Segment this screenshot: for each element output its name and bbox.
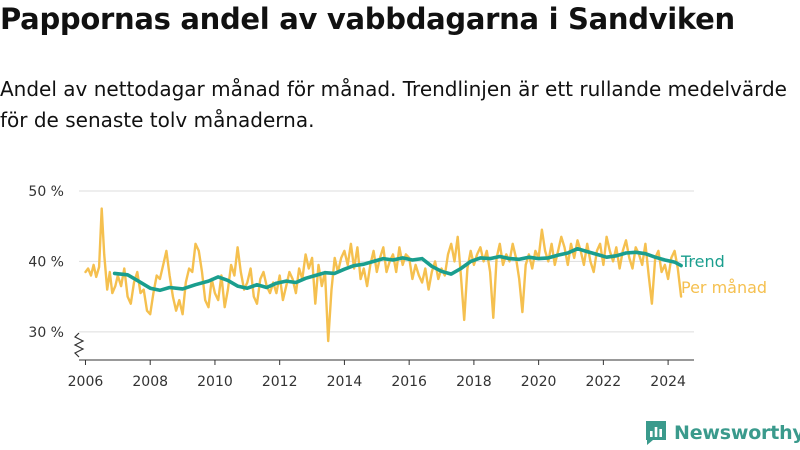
x-axis-tick-labels: 2006 2008 2010 2012 2014 2016 2018 2020 2022 2024: [68, 360, 686, 390]
page-subtitle: Andel av nettodagar månad för månad. Tre…: [0, 77, 787, 132]
x-tick-label: 2020: [521, 374, 557, 390]
x-tick-label: 2006: [68, 374, 104, 390]
axes: [73, 332, 694, 361]
x-tick-label: 2008: [132, 374, 168, 390]
legend-label-per-manad: Per månad: [681, 278, 767, 297]
series-line-per-manad: [84, 207, 683, 343]
page-title: Pappornas andel av vabbdagarna i Sandvik…: [0, 2, 735, 36]
bar-chart-logo-icon: [646, 421, 666, 445]
y-axis-tick-labels: 30 % 40 % 50 %: [28, 184, 64, 341]
brand-logo: Newsworthy: [644, 418, 800, 448]
brand-name: Newsworthy: [674, 422, 800, 444]
y-tick-label: 40 %: [28, 254, 64, 270]
series-line-trend: [112, 246, 683, 293]
x-tick-label: 2016: [391, 374, 427, 390]
series-lines: [84, 207, 683, 343]
y-tick-label: 30 %: [28, 325, 64, 341]
x-tick-label: 2010: [197, 374, 233, 390]
x-tick-label: 2024: [650, 374, 686, 390]
y-tick-label: 50 %: [28, 184, 64, 200]
x-tick-label: 2014: [327, 374, 363, 390]
x-tick-label: 2022: [586, 374, 622, 390]
x-tick-label: 2018: [456, 374, 492, 390]
legend: Trend Per månad: [680, 252, 767, 297]
axis-break-icon: [73, 332, 85, 358]
x-tick-label: 2012: [262, 374, 298, 390]
legend-label-trend: Trend: [680, 252, 725, 271]
